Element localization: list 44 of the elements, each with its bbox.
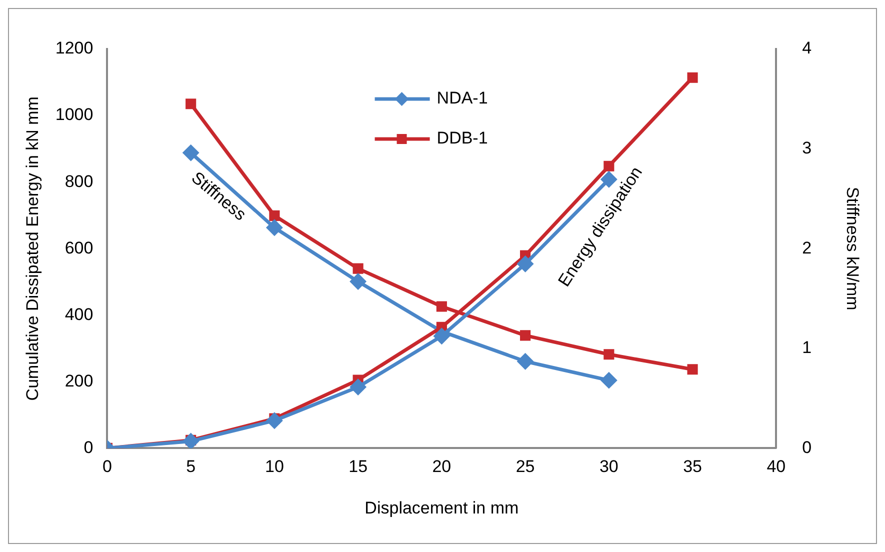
point — [352, 263, 364, 274]
y2-tick-label: 2 — [802, 238, 812, 258]
y-tick-label: 200 — [64, 371, 94, 390]
y-tick-label: 1200 — [55, 38, 94, 58]
x-tick-label: 30 — [599, 457, 618, 476]
y2-tick-label: 4 — [802, 38, 812, 58]
point — [518, 354, 534, 370]
point — [518, 256, 534, 272]
x-tick-label: 25 — [516, 457, 535, 476]
y-axis-title: Cumulative Dissipated Energy in kN mm — [22, 96, 42, 401]
y-tick-label: 0 — [84, 438, 94, 457]
x-tick-label: 40 — [766, 457, 786, 476]
point — [520, 330, 531, 341]
point — [183, 145, 199, 161]
point — [350, 274, 366, 290]
y-tick-label: 1000 — [55, 105, 94, 124]
point — [350, 379, 366, 395]
point — [601, 372, 617, 388]
point — [434, 328, 450, 344]
x-axis-title: Displacement in mm — [364, 498, 519, 518]
point — [687, 364, 698, 375]
x-tick-label: 15 — [348, 457, 368, 476]
y2-tick-label: 1 — [802, 338, 812, 358]
point — [604, 349, 614, 360]
y-tick-label: 400 — [64, 304, 94, 324]
x-tick-label: 35 — [683, 457, 702, 476]
y2-axis-title: Stiffness kN/mm — [843, 186, 862, 310]
y2-tick-label: 0 — [802, 438, 812, 457]
y-tick-label: 600 — [64, 238, 94, 258]
legend-label: DDB-1 — [436, 128, 488, 148]
point — [266, 412, 282, 428]
point — [186, 98, 196, 110]
y-tick-label: 800 — [64, 172, 94, 191]
point — [269, 210, 280, 221]
point — [183, 433, 199, 448]
x-tick-label: 0 — [102, 457, 112, 476]
point — [266, 220, 282, 236]
point — [436, 301, 447, 312]
x-tick-label: 10 — [264, 457, 284, 476]
x-tick-label: 20 — [432, 457, 452, 476]
x-tick-label: 5 — [186, 457, 196, 476]
y2-tick-label: 3 — [802, 138, 812, 158]
legend-label: NDA-1 — [436, 88, 488, 108]
point — [687, 72, 698, 83]
